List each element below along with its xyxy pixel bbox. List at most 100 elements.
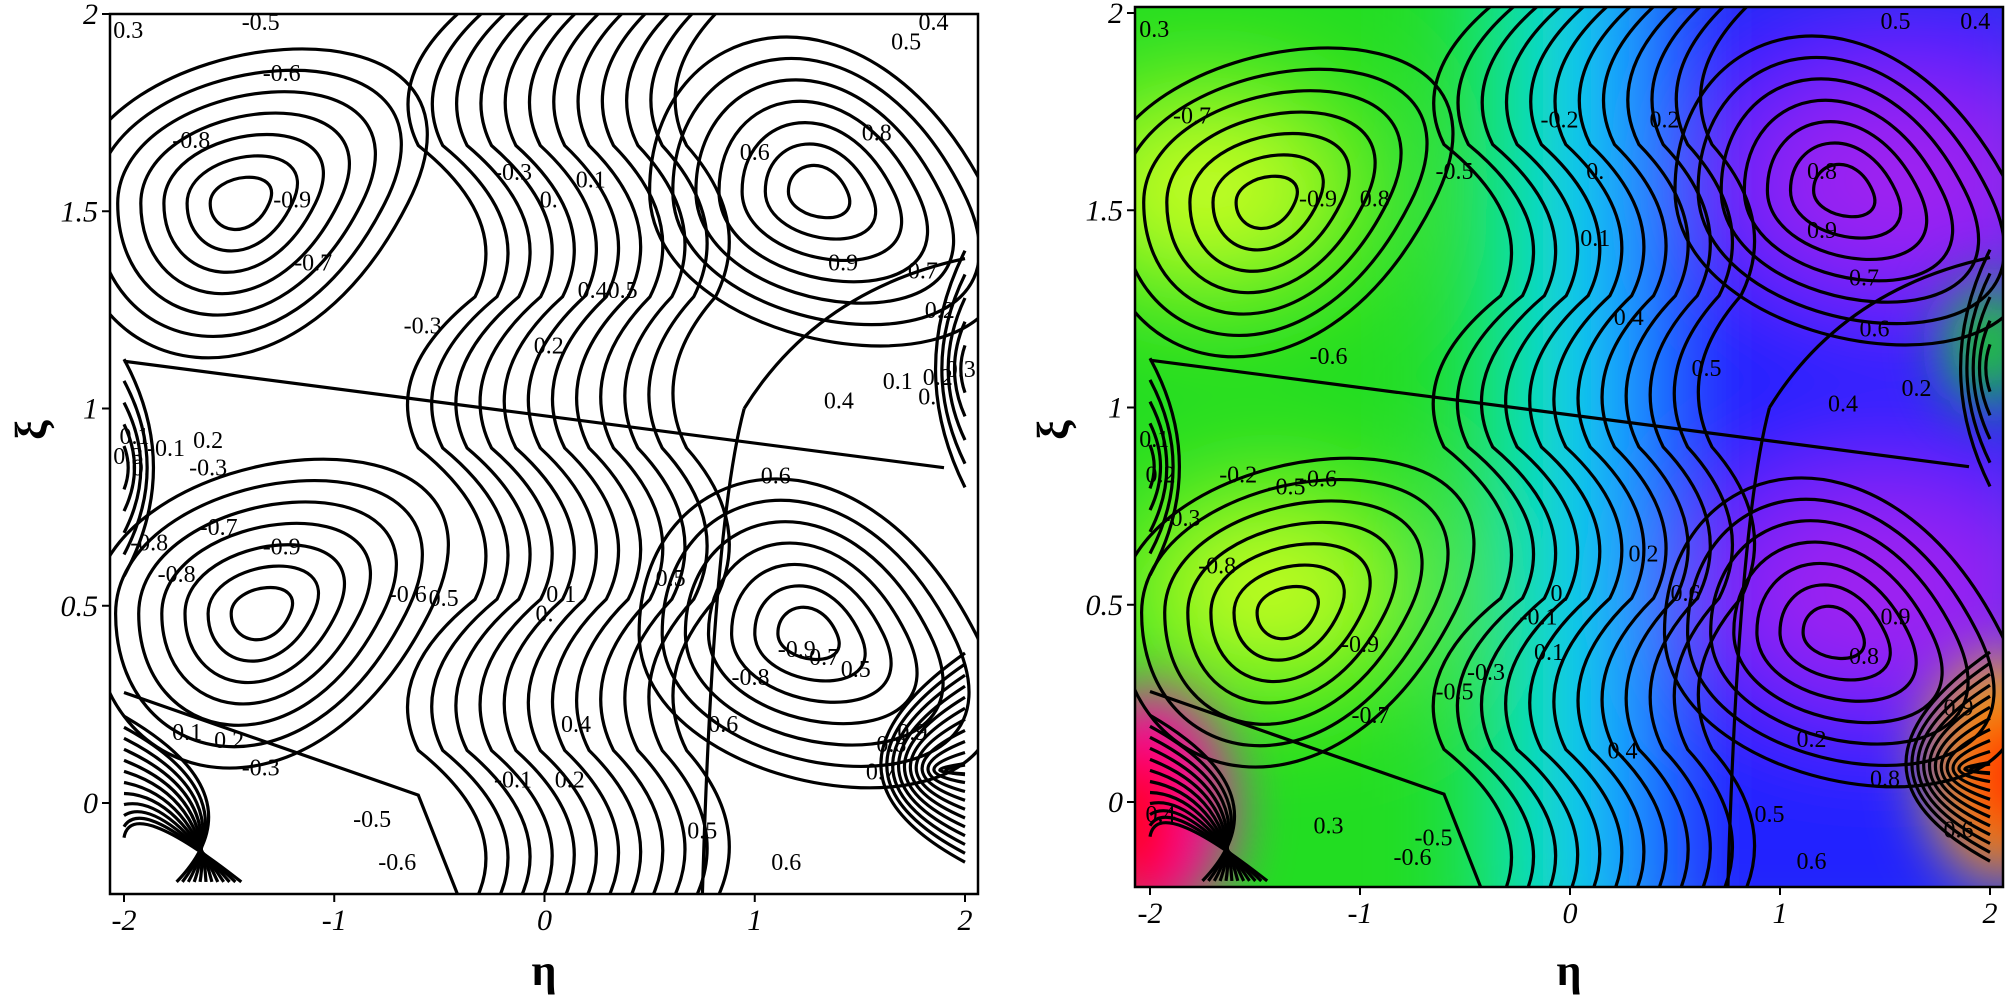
contour-line [647, 14, 709, 894]
contour-value-label: 0.5 [1692, 356, 1722, 382]
contour-value-label: 0. [1586, 159, 1604, 185]
contour-line [116, 90, 377, 317]
contour-value-label: 0.6 [1944, 818, 1974, 844]
contour-value-label: -0.1 [147, 436, 185, 462]
contour-value-label: -0.3 [1467, 660, 1505, 686]
y-axis-label: ξ [7, 420, 56, 440]
x-axis-ticks: -2 -1 0 1 2 [112, 894, 973, 937]
contour-value-label: 0.1 [576, 168, 606, 194]
contour-line [1255, 584, 1320, 641]
contour-value-label: 0.9 [1944, 695, 1974, 721]
contour-line [933, 249, 967, 489]
contour-lines [110, 14, 978, 894]
contour-value-label: -0.8 [1198, 553, 1236, 579]
contour-value-label: 0.5 [1881, 9, 1911, 35]
contour-value-label: 0.2 [555, 767, 585, 793]
x-tick-label: 1 [1773, 897, 1788, 930]
contour-line [599, 14, 665, 894]
contour-line [1431, 7, 1514, 887]
x-tick-label: -1 [1348, 897, 1373, 930]
contour-value-label: 0.1 [546, 582, 576, 608]
contour-line [891, 673, 966, 846]
contour-line [1504, 7, 1580, 887]
contour-value-label: 0.2 [1629, 542, 1659, 568]
contour-value-label: -0.6 [378, 850, 416, 876]
contour-line [1673, 34, 2003, 347]
contour-value-label: -0.6 [1299, 467, 1337, 493]
contour-value-label: 0. [918, 385, 936, 411]
contour-value-label: 0. [540, 187, 558, 213]
contour-value-label: 0.1 [883, 369, 913, 395]
contour-value-label: 0.9 [828, 251, 858, 277]
contour-value-label: 0.1 [1534, 640, 1564, 666]
contour-line [1455, 7, 1536, 887]
contour-line [1148, 379, 1175, 555]
y-tick-label: 2 [83, 0, 98, 31]
y-tick-label: 1.5 [61, 195, 99, 228]
contour-value-label: 0.1 [1580, 226, 1610, 252]
contour-value-label: 0.7 [1849, 265, 1879, 291]
contour-line [1672, 7, 1735, 887]
contour-line [952, 321, 967, 418]
contour-line [1149, 757, 1230, 882]
contour-value-label: 0.6 [1671, 581, 1701, 607]
contour-line [1945, 727, 1991, 801]
contour-line [1552, 7, 1624, 887]
contour-value-label: -0.8 [158, 562, 196, 588]
contour-line [1922, 683, 1991, 837]
contour-line [729, 563, 893, 704]
contour-value-label: 0.7 [908, 258, 938, 284]
contour-value-label: 0.2 [1146, 463, 1176, 489]
contour-value-label: 0.4 [561, 712, 591, 738]
contour-value-label: -0.6 [1310, 344, 1348, 370]
contour-line [1732, 540, 1944, 725]
contour-line [683, 520, 945, 747]
contour-value-label: -0.8 [732, 665, 770, 691]
y-axis-ticks: 0 0.5 1 1.5 2 [1086, 0, 1135, 819]
contour-value-label: 0.2 [923, 365, 953, 391]
contour-value-label: -0.7 [294, 251, 332, 277]
contour-value-label: 0.5 [841, 657, 871, 683]
contour-value-label: -0.5 [1436, 680, 1474, 706]
contour-value-label: -0.9 [263, 535, 301, 561]
contour-value-label: 0.2 [925, 298, 955, 324]
contour-line [786, 163, 852, 220]
contour-line [902, 695, 966, 829]
contour-line [1662, 476, 2003, 789]
contour-line [1927, 694, 1991, 828]
contour-line [1984, 343, 1992, 393]
contour-line [1148, 821, 1269, 883]
contour-line [122, 401, 143, 534]
contour-line [160, 521, 372, 706]
contour-line [1149, 768, 1234, 881]
contour-line [122, 358, 156, 577]
contour-line [1211, 153, 1325, 252]
contour-line [914, 717, 966, 811]
contour-line [1234, 174, 1299, 231]
contour-line [959, 344, 967, 394]
contour-line [940, 273, 967, 465]
x-tick-label: -1 [322, 904, 347, 937]
y-tick-label: 0 [83, 787, 98, 820]
contour-line [1149, 358, 1970, 469]
contour-value-label: -0.2 [1541, 108, 1579, 134]
contour-value-label: 0.5 [1755, 802, 1785, 828]
contour-line [123, 780, 214, 883]
contour-value-label: 0.4 [1960, 9, 1990, 35]
contour-value-label: -0.3 [1163, 506, 1201, 532]
contour-line [753, 584, 867, 683]
contour-line [1811, 162, 1877, 219]
contour-line [1755, 562, 1918, 703]
contour-value-label: 0.5 [656, 566, 686, 592]
contour-value-label: 0.40.5 [578, 278, 638, 304]
contour-value-label: 0.7 [809, 645, 839, 671]
y-tick-label: 1 [1108, 392, 1123, 425]
contour-value-label: 0.8 [1849, 644, 1879, 670]
contour-line [1904, 650, 1991, 863]
x-axis-ticks: -2 -1 0 1 2 [1138, 887, 1998, 930]
contour-line [647, 35, 978, 348]
contour-line [1624, 7, 1690, 887]
contour-line [879, 651, 966, 864]
contour-line [122, 380, 149, 556]
contour-value-label: -0.2 [1219, 463, 1257, 489]
